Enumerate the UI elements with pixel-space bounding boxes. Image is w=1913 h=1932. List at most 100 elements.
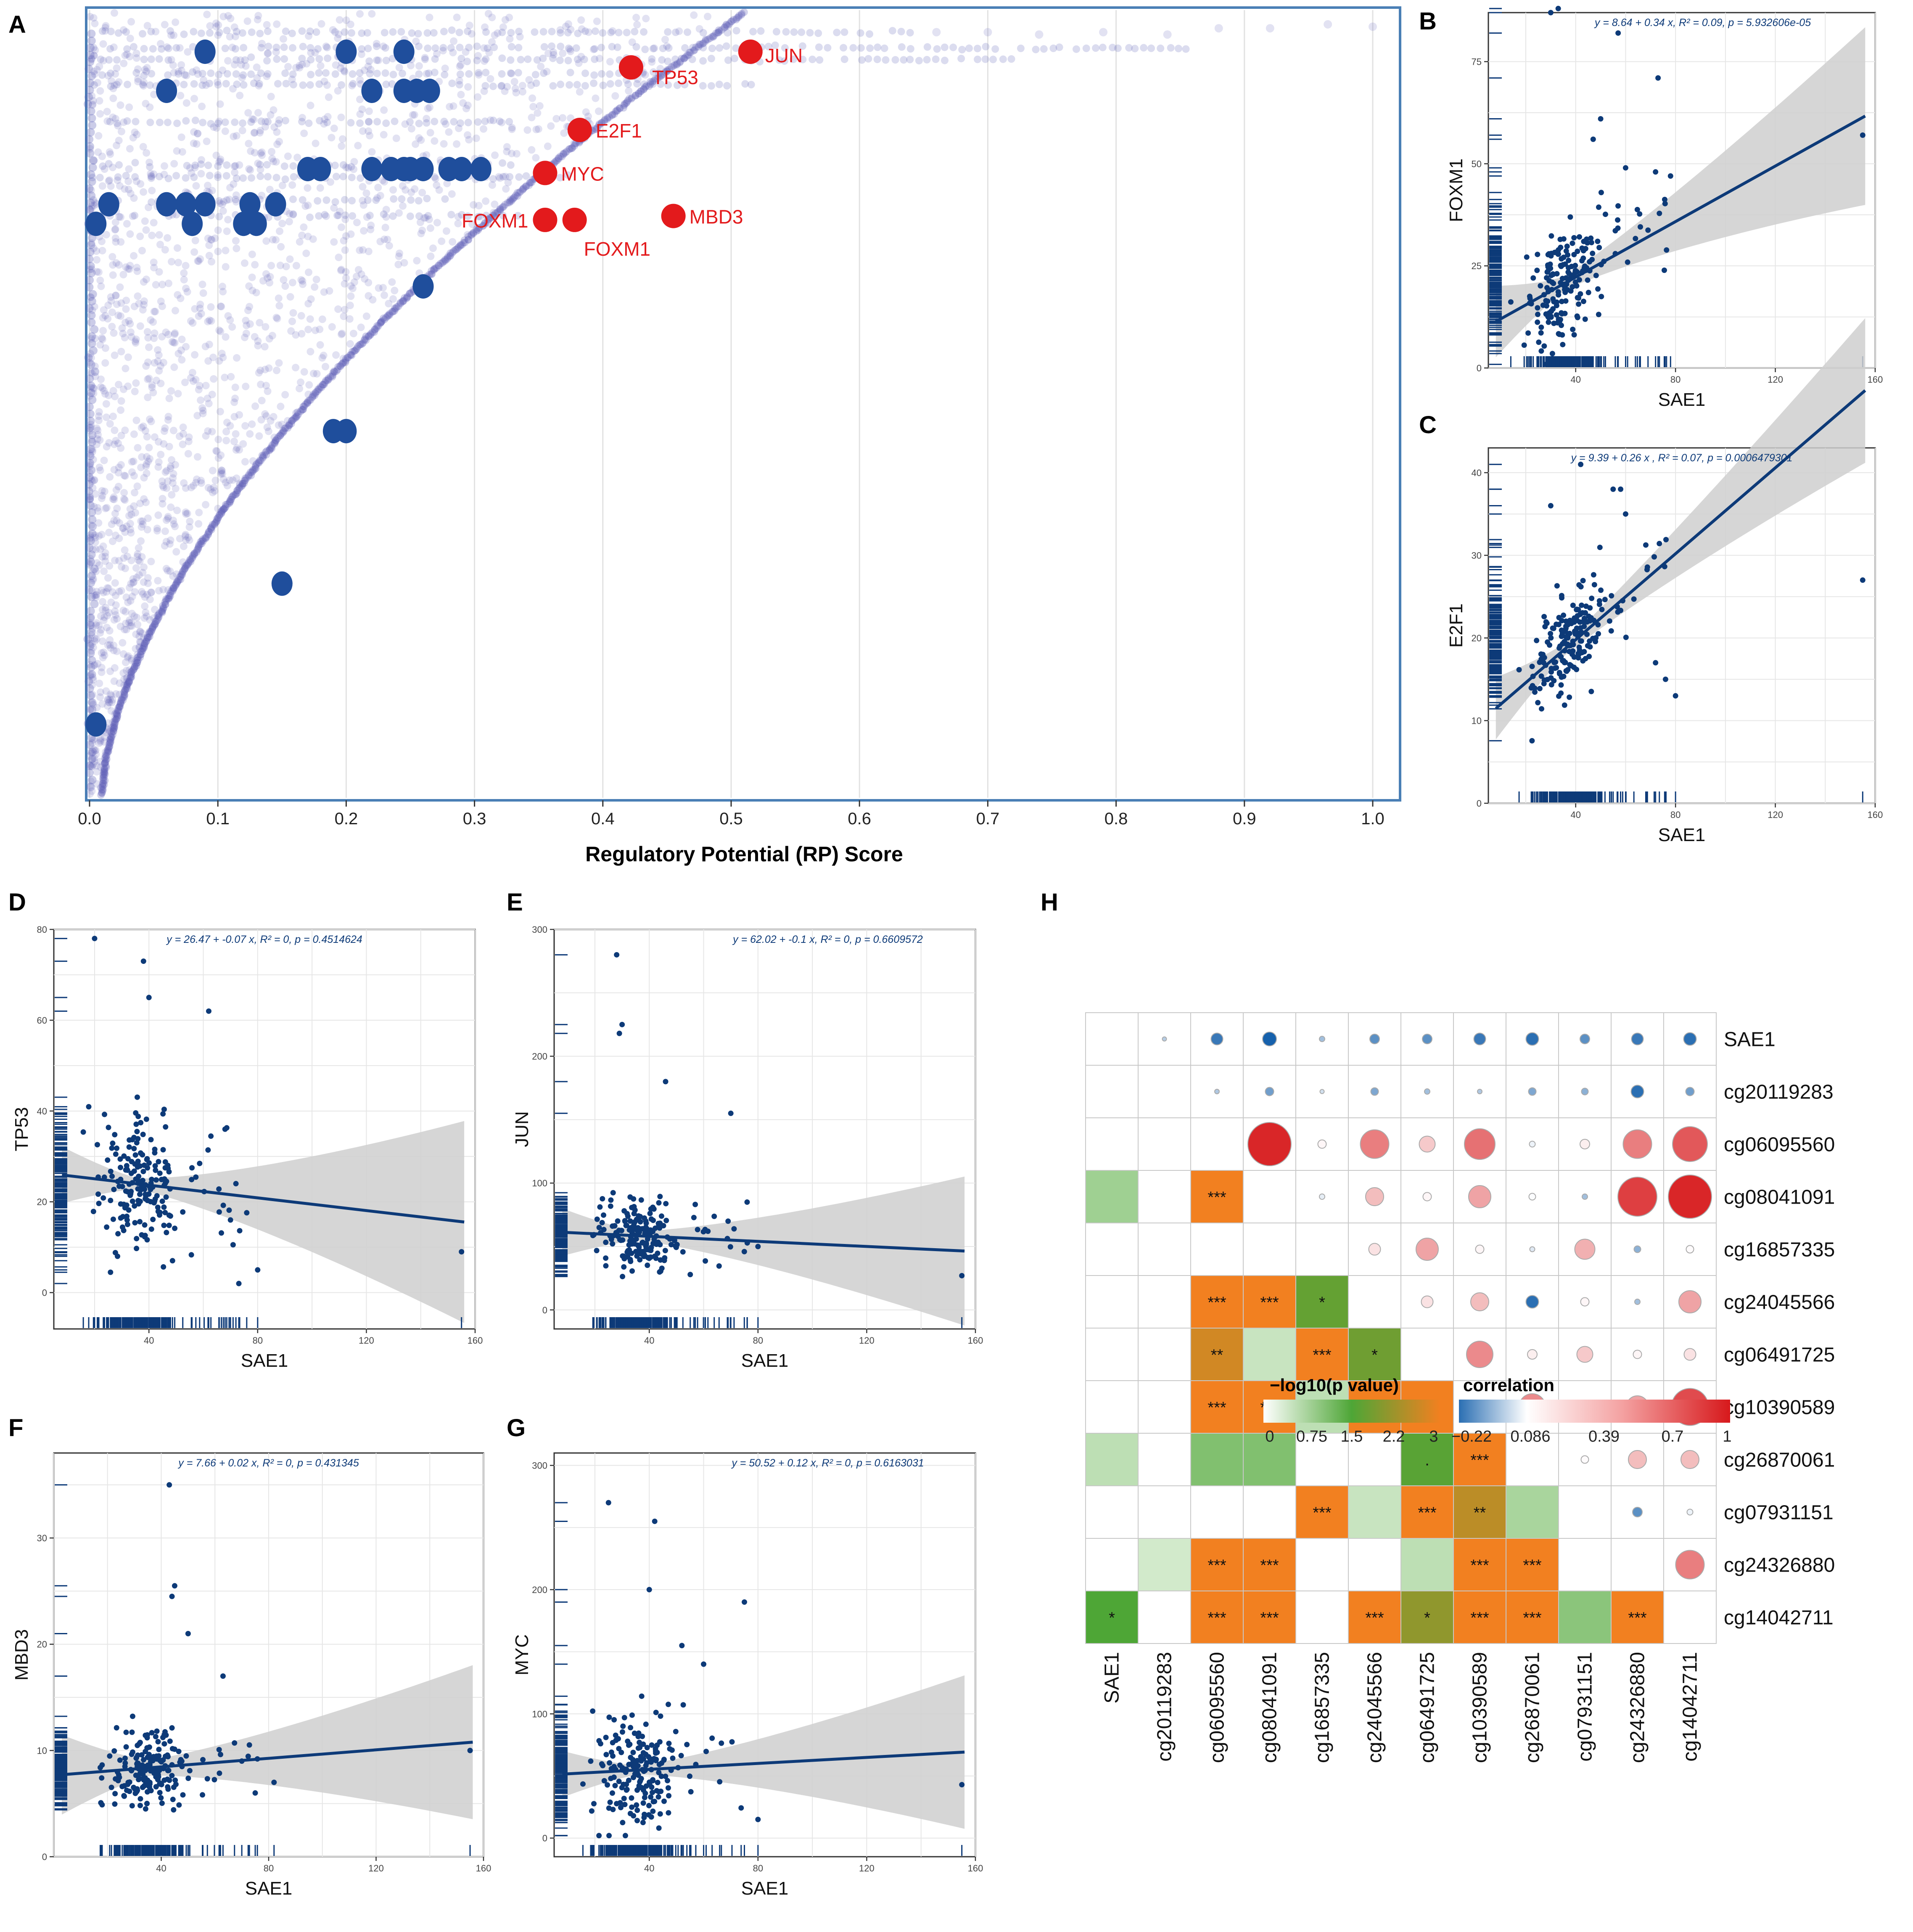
- background-point: [121, 426, 129, 434]
- background-point: [499, 23, 507, 31]
- background-point: [266, 279, 274, 287]
- background-point: [121, 333, 129, 341]
- background-point: [695, 25, 703, 33]
- data-point: [1571, 664, 1577, 670]
- data-point: [1663, 537, 1669, 543]
- background-point: [197, 156, 205, 164]
- background-point: [368, 10, 376, 18]
- background-point: [348, 173, 356, 181]
- background-point: [158, 608, 166, 616]
- data-point: [1588, 616, 1593, 622]
- background-point: [99, 771, 107, 779]
- background-point: [153, 527, 161, 535]
- panel-letter-h: H: [1041, 889, 1058, 916]
- highlighted-blue-point: [265, 192, 286, 217]
- background-point: [599, 29, 607, 37]
- background-point: [179, 558, 187, 566]
- data-point: [1662, 564, 1667, 569]
- background-point: [334, 34, 342, 42]
- background-point: [304, 201, 312, 209]
- data-point: [1560, 341, 1566, 347]
- background-point: [125, 678, 133, 686]
- data-point: [1551, 678, 1557, 684]
- background-point: [239, 440, 247, 448]
- background-point: [247, 174, 255, 182]
- background-point: [716, 44, 724, 52]
- background-point: [175, 576, 183, 584]
- background-point: [304, 184, 312, 192]
- data-point: [1625, 259, 1630, 265]
- background-point: [150, 334, 158, 342]
- background-point: [322, 69, 330, 77]
- background-point: [121, 546, 129, 554]
- background-point: [98, 700, 106, 708]
- background-point: [99, 776, 107, 784]
- background-point: [240, 44, 248, 52]
- data-point: [148, 1199, 153, 1204]
- background-point: [110, 329, 118, 337]
- data-point: [137, 1219, 143, 1225]
- background-point: [238, 480, 246, 488]
- data-point: [216, 1186, 222, 1192]
- background-point: [162, 595, 170, 603]
- data-point: [1581, 624, 1587, 630]
- background-point: [524, 55, 532, 63]
- data-point: [1538, 330, 1544, 336]
- background-point: [109, 725, 117, 733]
- background-point: [222, 479, 230, 487]
- highlighted-blue-point: [412, 157, 434, 181]
- background-point: [350, 158, 358, 166]
- data-point: [154, 1193, 160, 1199]
- data-point: [1576, 301, 1582, 307]
- background-point: [122, 296, 130, 304]
- background-point: [292, 262, 300, 270]
- background-point: [578, 25, 586, 33]
- background-point: [306, 315, 314, 323]
- background-point: [164, 234, 172, 242]
- background-point: [108, 537, 116, 545]
- background-point: [198, 281, 206, 288]
- background-point: [111, 426, 119, 434]
- background-point: [145, 633, 153, 640]
- background-point: [134, 656, 142, 664]
- data-point: [106, 1125, 111, 1130]
- background-point: [100, 760, 108, 768]
- data-point: [113, 1151, 119, 1157]
- data-point: [172, 1225, 178, 1231]
- background-point: [369, 296, 377, 304]
- background-point: [380, 106, 388, 114]
- background-point: [219, 207, 227, 215]
- background-point: [564, 20, 572, 28]
- background-point: [642, 15, 650, 23]
- background-point: [130, 252, 138, 260]
- background-point: [556, 56, 564, 64]
- background-point: [296, 238, 304, 246]
- background-point: [1040, 45, 1048, 53]
- background-point: [102, 400, 110, 408]
- background-point: [161, 162, 169, 170]
- panel-letter-e: E: [507, 889, 523, 916]
- background-point: [790, 28, 798, 36]
- data-point: [1545, 639, 1551, 645]
- background-point: [116, 700, 124, 708]
- background-point: [650, 44, 658, 52]
- background-point: [450, 37, 458, 45]
- data-point: [1577, 619, 1583, 625]
- data-point: [1588, 240, 1594, 246]
- background-point: [144, 393, 152, 401]
- background-point: [182, 510, 190, 518]
- background-point: [590, 79, 598, 87]
- background-point: [142, 226, 150, 234]
- data-point: [1555, 5, 1561, 11]
- highlighted-red-point: [533, 207, 558, 232]
- background-point: [169, 426, 177, 434]
- background-point: [299, 277, 307, 285]
- background-point: [464, 83, 472, 91]
- background-point: [106, 627, 114, 635]
- background-point: [214, 247, 222, 255]
- data-point: [126, 1144, 132, 1150]
- background-point: [445, 128, 453, 136]
- data-point: [236, 1281, 242, 1286]
- background-point: [722, 20, 730, 28]
